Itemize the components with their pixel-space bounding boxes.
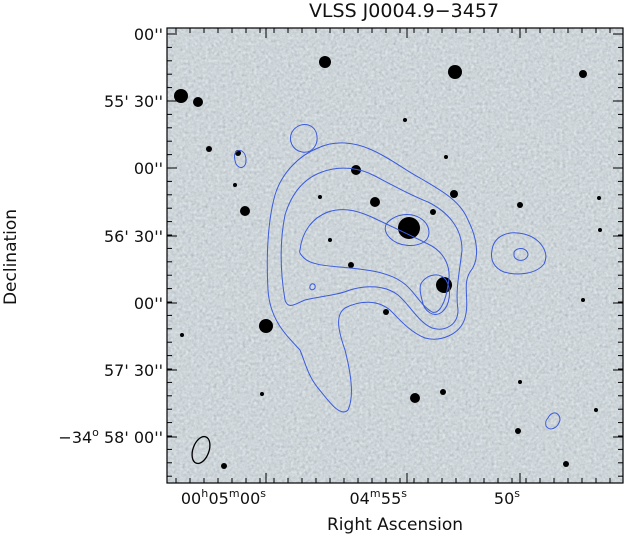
optical-source [328, 238, 332, 242]
optical-source [430, 209, 436, 215]
optical-source [598, 228, 602, 232]
contour-nw-blob [289, 124, 318, 153]
optical-source [594, 408, 598, 412]
optical-source [436, 277, 452, 293]
stars-layer [174, 56, 602, 469]
x-tick-labels: 00h 05m 00s 04m 55s 50s [181, 487, 520, 508]
optical-source [450, 190, 458, 198]
x-tick-label: 04m 55s [350, 487, 408, 508]
contour-level-2 [280, 167, 463, 330]
optical-source [518, 380, 522, 384]
optical-source [348, 262, 354, 268]
x-axis-label: Right Ascension [327, 515, 463, 535]
optical-source [579, 70, 587, 78]
contour-se-small [545, 412, 561, 430]
axis-ticks [167, 28, 623, 483]
optical-source [370, 197, 380, 207]
y-tick-labels: 00'' 55' 30'' 00'' 56' 30'' 00'' 57' 30'' −34o… [58, 25, 163, 447]
contour-east-core [513, 247, 529, 261]
optical-source [174, 89, 188, 103]
optical-source [319, 56, 331, 68]
contour-level-4 [384, 214, 430, 246]
contour-sw-dot [309, 283, 316, 291]
figure-title: VLSS J0004.9−3457 [309, 0, 499, 22]
contour-nw-small [234, 149, 247, 168]
optical-source [351, 165, 361, 175]
optical-source [398, 217, 420, 239]
optical-source [581, 298, 585, 302]
optical-source [517, 202, 523, 208]
optical-source [193, 97, 203, 107]
optical-source [563, 461, 569, 467]
optical-source [515, 428, 521, 434]
contour-east-blob [491, 232, 547, 275]
y-tick-label: 00'' [134, 25, 163, 44]
optical-image [167, 28, 623, 483]
optical-source [448, 65, 462, 79]
optical-source [444, 155, 448, 159]
optical-source [403, 118, 407, 122]
optical-source [259, 319, 273, 333]
x-tick-label: 50s [494, 487, 520, 508]
optical-source [260, 392, 264, 396]
optical-source [440, 389, 446, 395]
optical-source [221, 463, 227, 469]
radio-contours [234, 124, 561, 430]
plot-frame [166, 27, 624, 484]
x-tick-label: 00h 05m 00s [181, 487, 266, 508]
optical-source [318, 195, 322, 199]
optical-source [410, 393, 420, 403]
optical-source [180, 333, 184, 337]
y-tick-label: 00'' [134, 159, 163, 178]
y-tick-label: 56' 30'' [104, 227, 163, 246]
optical-source [240, 206, 250, 216]
beam-ellipse [191, 435, 211, 465]
optical-source [206, 146, 212, 152]
y-axis-label: Declination [1, 209, 21, 305]
contour-level-3 [299, 209, 450, 313]
optical-source [383, 309, 389, 315]
optical-source [597, 196, 601, 200]
y-tick-label: 55' 30'' [104, 92, 163, 111]
y-tick-label: 57' 30'' [104, 361, 163, 380]
contour-level-4b [419, 274, 450, 315]
y-tick-label: −34o 58' 00'' [58, 426, 163, 447]
contour-level-1 [266, 142, 477, 413]
y-tick-label: 00'' [134, 294, 163, 313]
optical-source [233, 183, 237, 187]
